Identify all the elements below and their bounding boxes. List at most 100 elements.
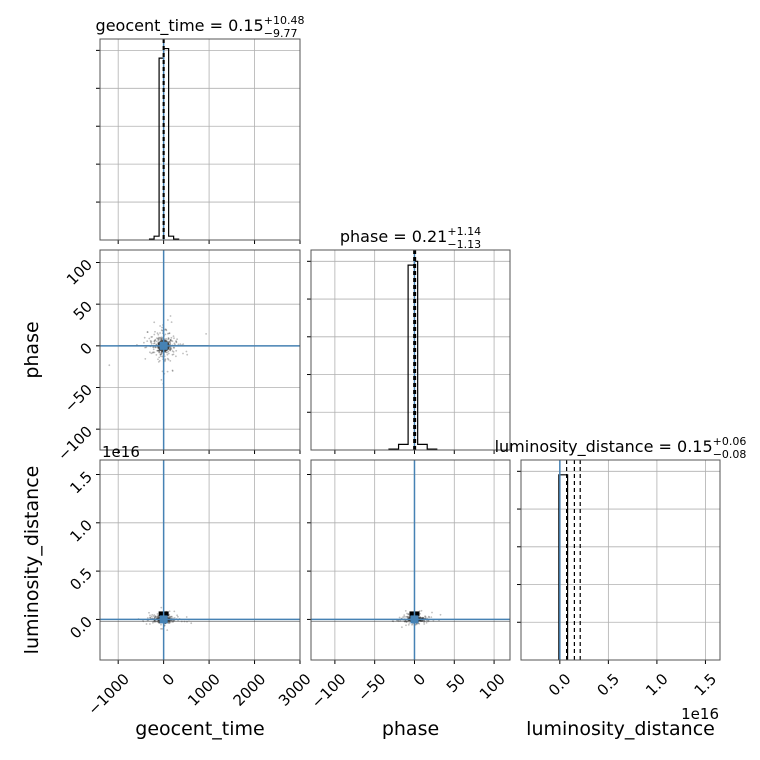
sample-point — [157, 339, 160, 342]
x-tick-label: −1000 — [84, 670, 133, 719]
sample-point — [185, 350, 188, 353]
panel-frame — [520, 459, 721, 661]
sample-point — [160, 338, 163, 340]
sample-point — [158, 359, 161, 362]
sample-point — [161, 628, 164, 630]
sample-point — [185, 616, 188, 618]
panel-frame — [99, 38, 301, 241]
sample-point — [149, 339, 152, 342]
sample-point — [149, 623, 151, 625]
sample-point — [165, 351, 167, 353]
sample-point — [172, 346, 175, 349]
sample-point — [154, 615, 157, 617]
sample-point — [158, 351, 161, 353]
x-offset-label: 1e16 — [681, 705, 719, 723]
sample-point — [155, 354, 158, 356]
x-tick-label: 50 — [443, 670, 469, 696]
sample-point — [154, 338, 157, 341]
sample-point — [143, 336, 146, 339]
sample-points — [108, 315, 209, 385]
sample-point — [169, 342, 172, 345]
sample-point — [157, 338, 160, 341]
sample-point — [166, 353, 169, 356]
y-axis-title-phase: phase — [21, 321, 43, 378]
sample-point — [153, 321, 156, 324]
sample-point — [160, 351, 163, 354]
sample-point — [160, 628, 162, 630]
panel-frame — [99, 249, 301, 451]
sample-point — [168, 332, 171, 335]
x-tick-label: 1.0 — [642, 670, 672, 700]
sample-point — [156, 332, 159, 335]
sample-point — [169, 341, 172, 344]
truth-marker — [159, 615, 168, 624]
x-axis-title-geocent_time: geocent_time — [135, 718, 264, 740]
sample-point — [169, 338, 172, 341]
hist-panel-geocent_time: geocent_time = 0.15+10.48 −9.77 — [96, 14, 304, 244]
sample-point — [152, 348, 155, 351]
sample-point — [408, 622, 411, 624]
sample-point — [401, 626, 403, 629]
sample-point — [160, 337, 162, 340]
sample-point — [169, 339, 172, 341]
x-tick-label: 1.5 — [691, 670, 721, 700]
sample-point — [152, 621, 154, 624]
sample-point — [172, 353, 175, 356]
sample-point — [153, 340, 156, 342]
sample-point — [411, 623, 413, 626]
sample-point — [165, 337, 168, 340]
sample-point — [177, 615, 179, 618]
sample-point — [146, 340, 149, 342]
sample-point — [169, 360, 172, 362]
sample-point — [155, 343, 158, 346]
truth-marker — [159, 341, 168, 350]
sample-point — [167, 337, 170, 339]
sample-point — [159, 353, 162, 356]
sample-point — [149, 614, 151, 617]
sample-point — [150, 340, 153, 343]
sample-point — [165, 329, 168, 332]
panel-frame — [310, 459, 511, 661]
y-tick-label: 0.0 — [66, 613, 96, 643]
sample-point — [170, 347, 172, 349]
sample-point — [190, 622, 193, 625]
sample-point — [428, 616, 431, 619]
sample-point — [160, 355, 162, 358]
sample-point — [156, 337, 158, 340]
sample-point — [158, 336, 160, 339]
sample-point — [175, 349, 178, 352]
sample-point — [159, 338, 162, 341]
sample-point — [156, 346, 159, 349]
sample-point — [179, 343, 182, 346]
sample-point — [407, 613, 410, 616]
sample-point — [144, 346, 147, 349]
sample-point — [154, 615, 157, 618]
sample-point — [164, 359, 167, 362]
sample-point — [146, 617, 149, 619]
x-tick-label: −100 — [308, 670, 350, 712]
sample-point — [143, 341, 145, 344]
sample-point — [160, 379, 163, 381]
sample-point — [168, 616, 171, 618]
sample-point — [159, 353, 162, 356]
sample-point — [167, 332, 169, 335]
sample-point — [167, 621, 170, 624]
sample-point — [167, 337, 170, 340]
sample-point — [157, 361, 160, 363]
x-axis-title-luminosity_distance: luminosity_distance — [526, 718, 715, 740]
sample-point — [167, 358, 170, 361]
y-tick-label: −50 — [61, 381, 96, 416]
panel-frame — [99, 459, 301, 661]
sample-point — [169, 340, 171, 343]
x-tick-label: −50 — [354, 670, 389, 705]
sample-point — [151, 336, 154, 338]
sample-point — [145, 346, 148, 349]
sample-point — [419, 612, 421, 615]
sample-point — [159, 332, 161, 334]
sample-point — [154, 346, 157, 349]
sample-point — [404, 610, 407, 612]
sample-point — [175, 340, 178, 343]
sample-point — [186, 353, 189, 356]
y-axis-title-luminosity_distance: luminosity_distance — [21, 466, 43, 655]
